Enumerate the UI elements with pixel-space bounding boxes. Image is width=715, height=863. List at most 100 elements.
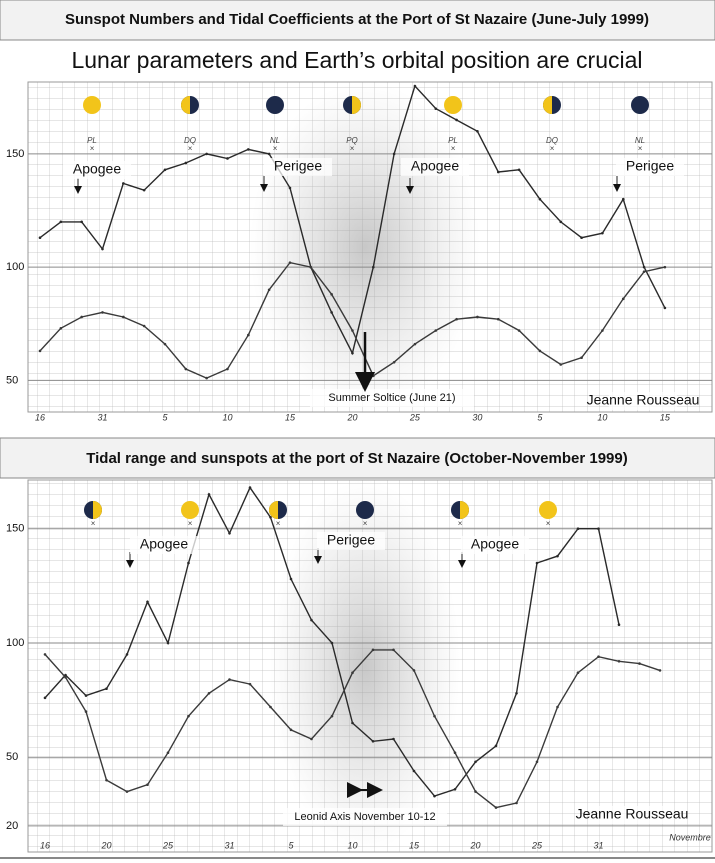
title-bar	[0, 0, 715, 41]
x-tick-label: 31	[593, 840, 603, 850]
y-tick-label: 100	[6, 261, 24, 273]
data-point	[207, 493, 211, 496]
data-point	[146, 600, 149, 604]
x-tick-label: 25	[162, 840, 174, 850]
data-point	[580, 356, 583, 360]
data-point	[288, 186, 292, 190]
data-point	[125, 653, 129, 656]
label-bg	[63, 161, 131, 179]
data-point	[38, 349, 42, 353]
annotation: Apogee	[73, 161, 121, 177]
data-point	[559, 220, 563, 224]
moon-icon	[444, 96, 462, 114]
x-tick-label: 25	[409, 412, 421, 422]
data-point	[187, 714, 190, 718]
data-point	[434, 329, 438, 332]
phase-label: PL	[87, 136, 97, 145]
data-point	[413, 84, 417, 88]
label-bg	[598, 806, 666, 824]
data-point	[392, 360, 396, 364]
data-point	[351, 671, 354, 675]
data-point	[309, 265, 313, 269]
data-point	[105, 778, 108, 782]
data-point	[559, 363, 563, 366]
data-point	[580, 236, 583, 240]
data-point	[330, 641, 334, 645]
data-point	[351, 329, 354, 332]
annotation: Apogee	[471, 536, 519, 552]
data-point	[228, 531, 231, 535]
x-tick-label: 16	[35, 412, 45, 422]
moon-mark: ×	[188, 519, 193, 528]
data-point	[658, 669, 662, 672]
x-tick-label: 15	[409, 840, 420, 850]
moon-icon	[631, 96, 649, 114]
data-point	[496, 317, 500, 321]
data-point	[638, 662, 641, 665]
x-tick-label: 5	[537, 412, 543, 422]
moon-icon	[269, 501, 278, 519]
moon-icon	[352, 96, 361, 114]
data-point	[538, 349, 542, 353]
moon-mark: ×	[550, 144, 555, 153]
data-point	[247, 333, 250, 337]
data-point	[289, 577, 293, 581]
data-point	[184, 367, 188, 371]
x-tick-label: 20	[346, 412, 357, 422]
moon-icon	[181, 96, 190, 114]
data-point	[142, 324, 146, 328]
annotation: Apogee	[411, 158, 459, 174]
x-tick-label: 20	[469, 840, 480, 850]
annotation: Perigee	[327, 532, 375, 548]
data-point	[455, 118, 458, 122]
data-point	[663, 265, 667, 269]
data-point	[576, 671, 580, 675]
y-tick-label: 50	[6, 374, 18, 386]
data-point	[80, 220, 83, 224]
data-point	[392, 737, 395, 741]
data-point	[474, 790, 477, 793]
x-tick-label: 20	[100, 840, 111, 850]
moon-mark: ×	[546, 519, 551, 528]
annotation: Novembre	[669, 832, 711, 842]
subtitle: Lunar parameters and Earth’s orbital pos…	[71, 47, 642, 73]
data-point	[494, 744, 498, 748]
phase-label: DQ	[184, 136, 196, 145]
title-bar	[0, 437, 715, 479]
x-tick-label: 31	[224, 840, 234, 850]
label-bg	[609, 392, 677, 410]
moon-mark: ×	[363, 519, 368, 528]
y-tick-label: 20	[6, 820, 18, 832]
moon-mark: ×	[458, 519, 463, 528]
data-point	[310, 618, 313, 622]
label-bg	[317, 532, 385, 550]
x-tick-label: 10	[597, 412, 607, 422]
annotation: Jeanne Rousseau	[576, 806, 689, 822]
label-bg	[461, 536, 529, 554]
data-point	[269, 705, 272, 709]
data-point	[642, 270, 646, 273]
phase-label: PL	[448, 136, 458, 145]
data-point	[413, 342, 417, 346]
data-point	[207, 691, 211, 695]
data-point	[43, 653, 47, 656]
data-point	[101, 311, 104, 314]
moon-mark: ×	[90, 144, 95, 153]
data-point	[597, 655, 600, 659]
data-point	[105, 687, 108, 691]
data-point	[538, 197, 542, 201]
x-tick-label: 15	[660, 412, 671, 422]
data-point	[535, 760, 539, 764]
label-bg	[310, 389, 474, 407]
data-point	[597, 527, 600, 531]
label-bg	[401, 158, 469, 176]
data-point	[248, 682, 252, 686]
data-point	[433, 794, 436, 798]
moon-mark: ×	[638, 144, 643, 153]
x-tick-label: 5	[288, 840, 294, 850]
data-point	[496, 170, 500, 174]
data-point	[663, 306, 667, 310]
data-point	[84, 694, 88, 697]
data-point	[535, 561, 539, 565]
